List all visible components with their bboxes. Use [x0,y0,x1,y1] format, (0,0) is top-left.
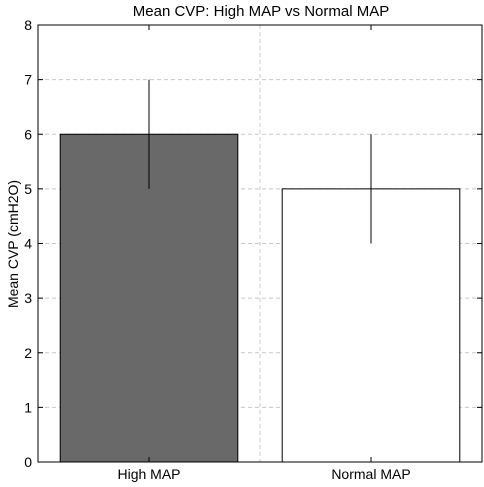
y-tick-label: 3 [24,290,32,306]
y-tick-label: 5 [24,181,32,197]
error-bars-layer [148,79,372,244]
chart-title: Mean CVP: High MAP vs Normal MAP [133,3,389,20]
y-tick-label: 1 [24,399,32,415]
y-tick-label: 0 [24,454,32,470]
x-tick-label: Normal MAP [331,466,410,482]
y-tick-label: 7 [24,72,32,88]
y-tick-label: 8 [24,17,32,33]
y-axis-label: Mean CVP (cmH2O) [5,180,21,308]
y-tick-label: 4 [24,236,32,252]
y-tick-label: 6 [24,126,32,142]
y-tick-label: 2 [24,345,32,361]
y-ticks-layer: 0 1 2 3 4 5 6 7 8 [24,17,482,470]
x-ticks-layer: High MAP Normal MAP [117,25,411,482]
x-tick-label: High MAP [117,466,180,482]
